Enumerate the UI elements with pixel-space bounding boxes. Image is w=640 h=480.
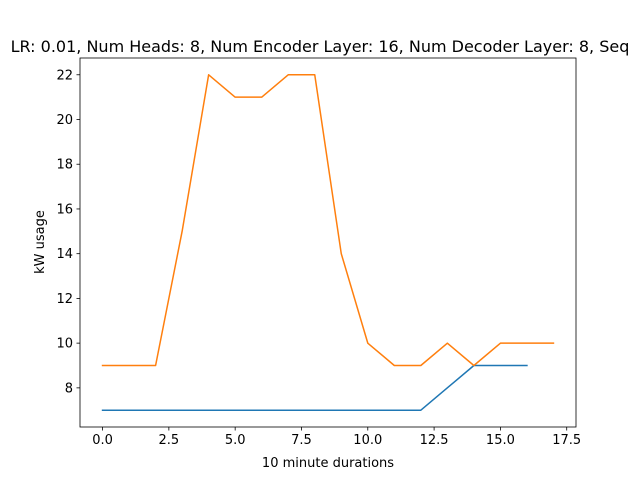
x-tick-label: 12.5 xyxy=(420,433,449,448)
x-tick-label: 17.5 xyxy=(552,433,581,448)
y-tick-label: 8 xyxy=(65,381,73,396)
x-tick-label: 2.5 xyxy=(159,433,180,448)
x-axis-label: 10 minute durations xyxy=(262,456,394,471)
y-axis-label: kW usage xyxy=(33,210,48,274)
y-tick-label: 16 xyxy=(56,202,73,217)
chart-title: LR: 0.01, Num Heads: 8, Num Encoder Laye… xyxy=(11,37,630,56)
x-tick-label: 0.0 xyxy=(92,433,113,448)
y-tick-label: 22 xyxy=(56,68,73,83)
y-tick-label: 18 xyxy=(56,158,73,173)
y-tick-label: 12 xyxy=(56,292,73,307)
x-tick-label: 5.0 xyxy=(225,433,246,448)
plot-frame xyxy=(79,57,577,428)
x-tick-label: 10.0 xyxy=(353,433,382,448)
x-tick-label: 15.0 xyxy=(486,433,515,448)
y-tick-label: 10 xyxy=(56,337,73,352)
series-line-1 xyxy=(101,364,528,411)
series-line-2 xyxy=(101,74,555,367)
y-tick-label: 14 xyxy=(56,247,73,262)
y-tick-label: 20 xyxy=(56,113,73,128)
plot-area: 0.0 2.5 5.0 7.5 10.0 12.5 15.0 17.5 8 10 12 14 16 18 2… xyxy=(56,57,581,448)
x-tick-label: 7.5 xyxy=(291,433,312,448)
